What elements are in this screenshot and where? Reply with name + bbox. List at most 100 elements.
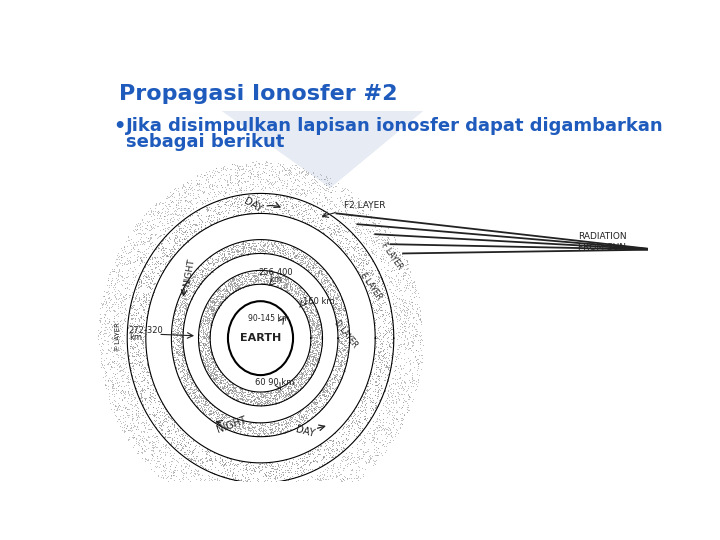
Point [163, 426, 174, 434]
Point [163, 413, 175, 422]
Point [308, 358, 320, 367]
Point [100, 384, 112, 393]
Point [221, 381, 233, 389]
Point [130, 220, 142, 228]
Point [220, 292, 231, 301]
Point [173, 342, 184, 350]
Point [359, 233, 371, 242]
Text: NIGHT: NIGHT [182, 258, 196, 287]
Point [310, 274, 322, 283]
Point [210, 370, 221, 379]
Point [168, 481, 180, 489]
Point [405, 273, 416, 282]
Point [261, 246, 273, 255]
Point [143, 275, 155, 284]
Point [287, 417, 299, 426]
Point [209, 402, 220, 411]
Point [356, 396, 367, 405]
Point [233, 163, 244, 172]
Point [202, 256, 213, 265]
Point [374, 358, 386, 367]
Point [253, 507, 264, 515]
Point [360, 219, 372, 228]
Point [321, 282, 333, 291]
Point [274, 282, 286, 291]
Point [308, 364, 320, 373]
Point [223, 247, 235, 255]
Point [249, 239, 261, 247]
Point [320, 382, 331, 391]
Point [328, 225, 339, 234]
Point [229, 167, 240, 176]
Point [415, 331, 427, 340]
Point [127, 389, 138, 397]
Point [172, 222, 184, 231]
Point [208, 363, 220, 372]
Point [233, 423, 245, 432]
Point [277, 197, 289, 206]
Point [260, 246, 271, 255]
Point [314, 348, 325, 356]
Point [328, 295, 339, 303]
Point [283, 168, 294, 177]
Point [280, 381, 292, 390]
Point [257, 164, 269, 173]
Point [307, 168, 318, 177]
Point [413, 350, 424, 359]
Point [300, 306, 311, 315]
Point [320, 391, 332, 400]
Point [265, 249, 276, 258]
Point [258, 267, 270, 276]
Point [212, 261, 224, 269]
Point [254, 248, 266, 256]
Point [177, 294, 189, 302]
Point [343, 247, 354, 256]
Point [134, 313, 145, 321]
Point [389, 305, 400, 314]
Point [332, 376, 343, 385]
Point [375, 303, 387, 312]
Point [295, 463, 307, 471]
Point [311, 261, 323, 269]
Point [249, 418, 261, 427]
Point [107, 400, 119, 408]
Point [153, 206, 164, 215]
Point [309, 336, 320, 345]
Point [305, 347, 316, 356]
Point [254, 275, 266, 284]
Point [312, 354, 323, 363]
Point [189, 393, 201, 401]
Point [251, 427, 262, 435]
Point [265, 420, 276, 428]
Point [257, 392, 269, 400]
Point [189, 468, 201, 477]
Point [176, 238, 187, 247]
Point [190, 181, 202, 190]
Point [133, 314, 145, 323]
Point [174, 341, 185, 349]
Point [235, 197, 246, 205]
Point [399, 310, 410, 319]
Point [400, 296, 411, 305]
Point [237, 418, 248, 427]
Point [326, 451, 338, 460]
Point [342, 240, 354, 248]
Point [132, 418, 143, 427]
Point [402, 302, 413, 310]
Point [405, 355, 416, 364]
Point [356, 251, 367, 259]
Point [213, 471, 225, 480]
Point [239, 178, 251, 186]
Point [118, 251, 130, 260]
Point [188, 278, 199, 286]
Point [109, 279, 121, 288]
Point [148, 279, 160, 288]
Point [138, 312, 149, 320]
Point [135, 357, 146, 366]
Point [175, 465, 186, 474]
Point [308, 321, 320, 330]
Point [303, 311, 315, 320]
Point [364, 279, 376, 288]
Point [176, 426, 188, 435]
Point [367, 456, 379, 464]
